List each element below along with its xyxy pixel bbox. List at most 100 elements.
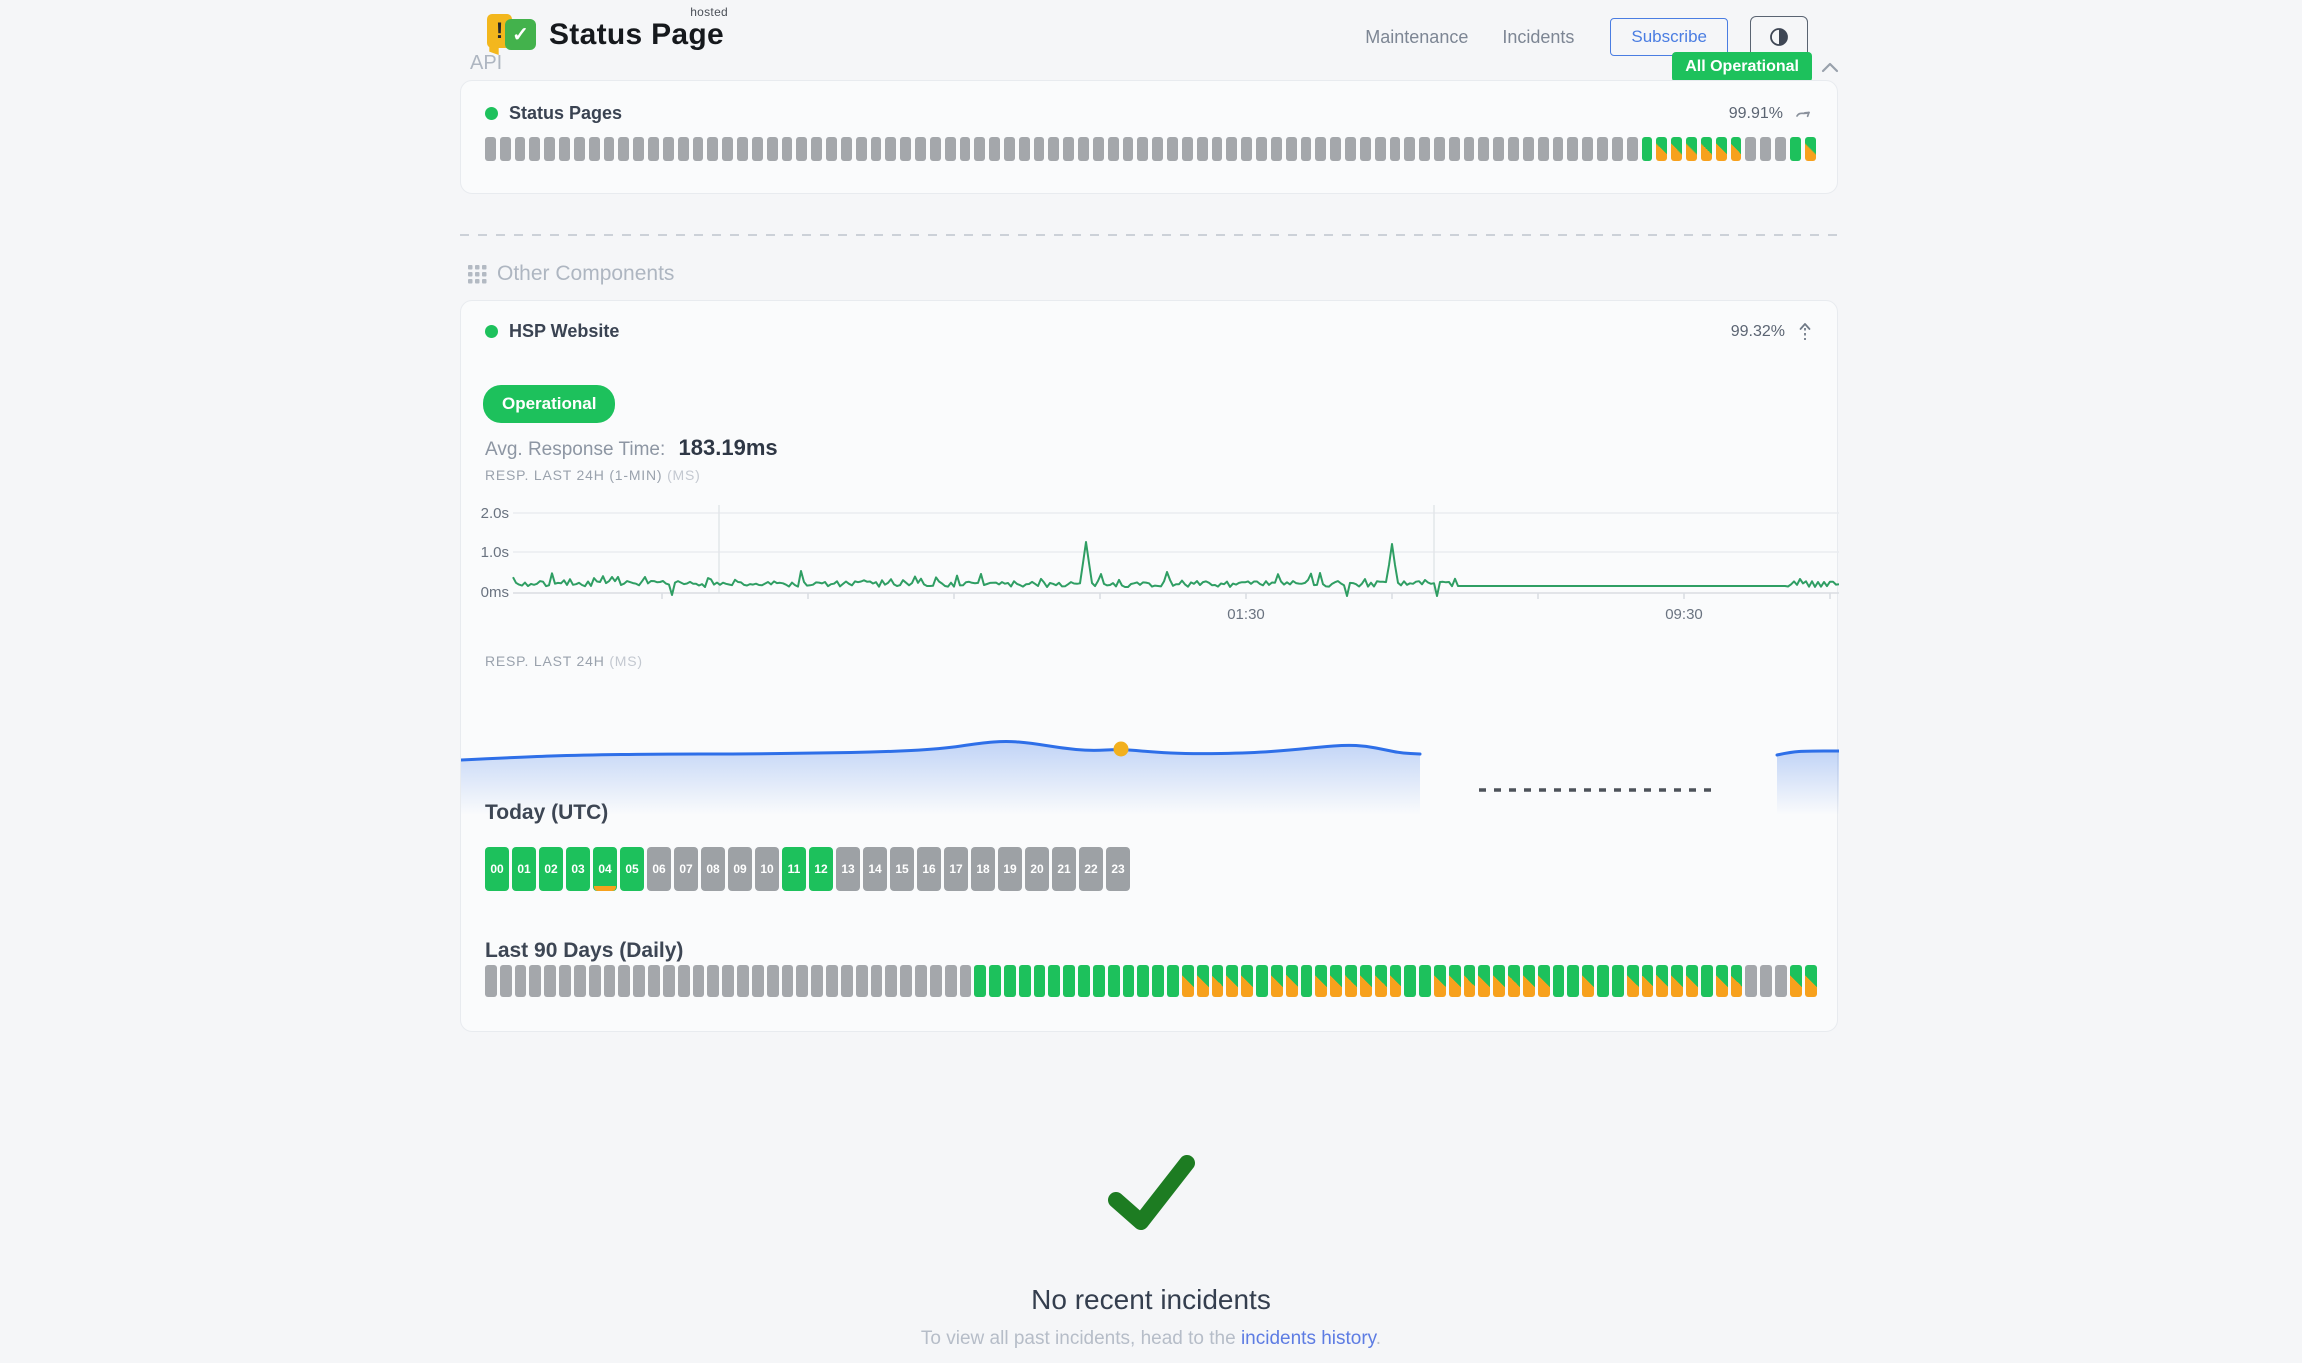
api-component-card: Status Pages 99.91% <box>460 80 1838 194</box>
uptime-bar <box>588 965 601 997</box>
uptime-bar <box>662 137 674 161</box>
hour-cell-22: 22 <box>1079 847 1103 891</box>
uptime-bar <box>900 965 913 997</box>
uptime-bar <box>1181 137 1193 161</box>
chart2-unit: (MS) <box>609 653 643 669</box>
uptime-bar <box>796 965 809 997</box>
uptime-bar <box>1003 965 1016 997</box>
uptime-bar <box>737 965 749 997</box>
uptime-bar <box>1434 965 1446 997</box>
trend-wave-icon[interactable] <box>1795 106 1813 122</box>
uptime-bar <box>1597 137 1608 161</box>
uptime-bar <box>811 137 823 161</box>
uptime-bar <box>1285 137 1297 161</box>
theme-toggle-button[interactable] <box>1750 16 1808 58</box>
uptime-bar <box>618 965 631 997</box>
component-row-hsp-website[interactable]: HSP Website 99.32% <box>485 321 1813 342</box>
uptime-bar <box>1745 965 1758 997</box>
hour-cell-21: 21 <box>1052 847 1076 891</box>
uptime-bar <box>722 965 735 997</box>
no-incidents-subtitle: To view all past incidents, head to the … <box>0 1328 2302 1350</box>
uptime-bar <box>722 137 734 161</box>
hour-cell-01: 01 <box>512 847 536 891</box>
uptime-bar <box>1211 965 1224 997</box>
uptime-bar <box>1656 137 1668 161</box>
uptime-bar <box>1700 965 1713 997</box>
operational-badge: Operational <box>483 385 616 423</box>
uptime-bar <box>1181 965 1194 997</box>
uptime-bar <box>900 137 912 161</box>
avg-response-area-series <box>1775 749 1839 757</box>
uptime-bar <box>1107 965 1120 997</box>
uptime-bar <box>648 965 660 997</box>
uptime-bar <box>1078 137 1089 161</box>
uptime-bar <box>573 965 586 997</box>
uptime-bar <box>1003 137 1015 161</box>
uptime-bar <box>707 965 720 997</box>
uptime-bar <box>1775 137 1786 161</box>
uptime-bar <box>1537 965 1550 997</box>
uptime-bar <box>677 137 689 161</box>
uptime-bar <box>1374 137 1386 161</box>
uptime-bar <box>1448 965 1461 997</box>
uptime-bar <box>811 965 824 997</box>
uptime-bar <box>751 965 764 997</box>
uptime-bar <box>1626 965 1639 997</box>
component-row-status-pages[interactable]: Status Pages 99.91% <box>485 103 1813 124</box>
last90-title: Last 90 Days (Daily) <box>485 939 684 962</box>
hour-cell-16: 16 <box>917 847 941 891</box>
hsp-website-card: HSP Website 99.32% Operational Avg. Resp… <box>460 300 1839 1032</box>
x-axis-label: 09:30 <box>1665 606 1703 623</box>
hour-cell-19: 19 <box>998 847 1022 891</box>
uptime-bar <box>1241 965 1254 997</box>
uptime-bar <box>1315 965 1328 997</box>
subscribe-button[interactable]: Subscribe <box>1610 18 1728 56</box>
app-title: Status Page hosted <box>549 5 729 51</box>
uptime-bar <box>1700 137 1712 161</box>
hour-cell-15: 15 <box>890 847 914 891</box>
uptime-bar <box>1033 137 1045 161</box>
app-logo[interactable]: ! ✓ Status Page hosted <box>487 5 729 56</box>
overall-status-badge[interactable]: All Operational <box>1672 52 1812 82</box>
chevron-up-icon[interactable] <box>1820 60 1840 74</box>
uptime-bar <box>1137 137 1149 161</box>
nav-incidents[interactable]: Incidents <box>1502 26 1575 47</box>
response-line-series <box>512 541 1839 597</box>
uptime-bar <box>870 137 882 161</box>
today-hour-grid: 00 01 02 03 04 05 06 07 08 09 10 11 12 13 14 15 16 17 18 19… <box>485 847 1130 891</box>
uptime-bar <box>1107 137 1119 161</box>
uptime-bar <box>1789 965 1802 997</box>
uptime-bar <box>1597 965 1609 997</box>
hour-cell-20: 20 <box>1025 847 1049 891</box>
overall-status-row: All Operational <box>1672 52 1840 82</box>
response-time-line-chart[interactable]: 2.0s 1.0s 0ms 01:30 09:30 <box>461 499 1839 625</box>
highlight-point-marker[interactable] <box>1113 741 1129 757</box>
uptime-bar <box>648 137 659 161</box>
uptime-bar <box>1256 965 1268 997</box>
uptime-bar <box>1285 965 1298 997</box>
uptime-bar <box>1345 137 1356 161</box>
avg-response-area-series <box>461 740 1422 762</box>
y-axis-label: 0ms <box>481 584 509 601</box>
hour-cell-00: 00 <box>485 847 509 891</box>
uptime-bar <box>1448 137 1460 161</box>
uptime-bar <box>1256 137 1267 161</box>
incidents-history-link[interactable]: incidents history <box>1240 1328 1376 1349</box>
uptime-bar <box>1374 965 1387 997</box>
response-time-area-chart[interactable] <box>461 679 1839 815</box>
uptime-bar <box>870 965 883 997</box>
uptime-bar <box>1063 137 1075 161</box>
uptime-bar <box>618 137 630 161</box>
nav-maintenance[interactable]: Maintenance <box>1365 26 1469 47</box>
uptime-bar <box>1330 137 1342 161</box>
uptime-bar <box>1359 137 1371 161</box>
hour-cell-11: 11 <box>782 847 806 891</box>
hour-cell-17: 17 <box>944 847 968 891</box>
arrow-up-dashed-icon[interactable] <box>1797 322 1813 342</box>
uptime-bar <box>1686 137 1697 161</box>
uptime-bar <box>1300 965 1313 997</box>
uptime-bar <box>826 137 837 161</box>
uptime-bar <box>989 137 1000 161</box>
status-dot-green <box>485 107 498 120</box>
